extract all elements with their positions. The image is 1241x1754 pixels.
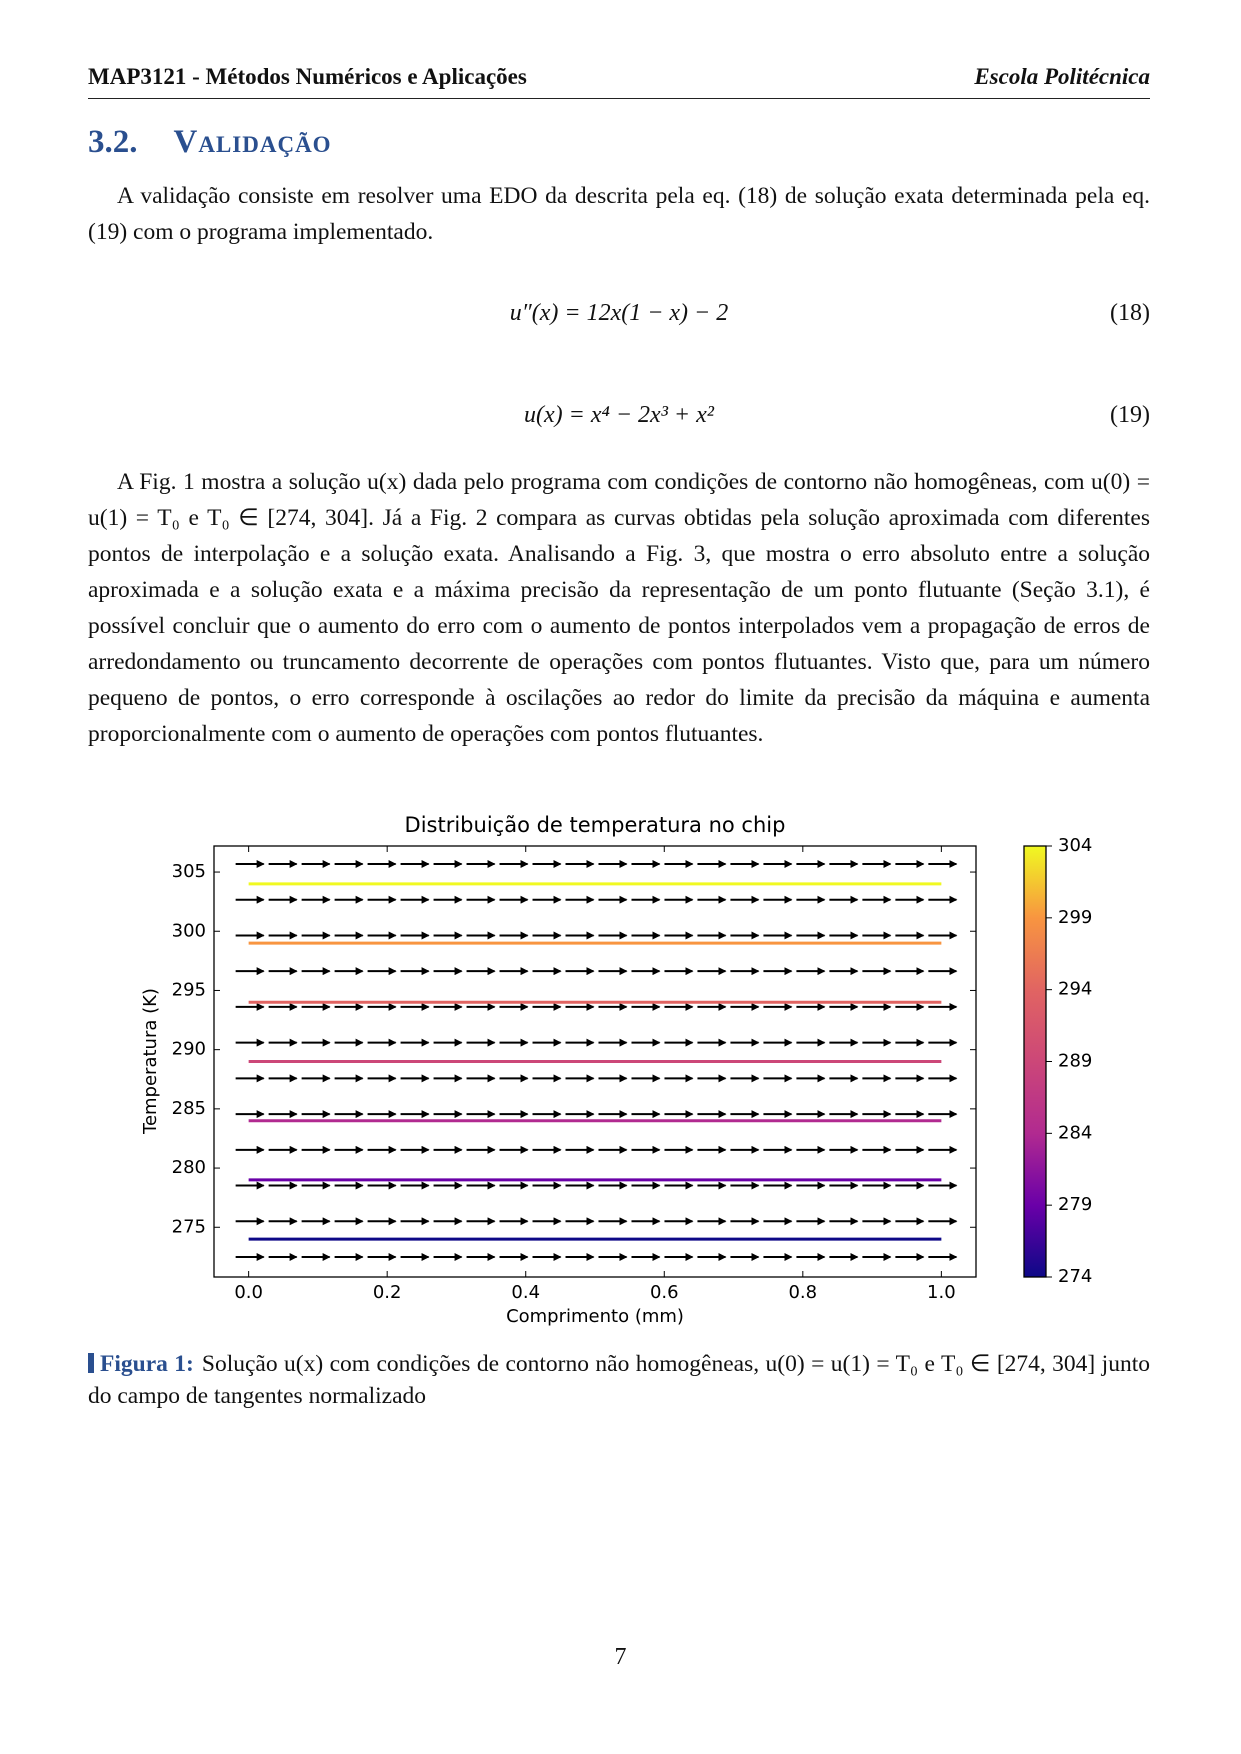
- equation-number: (18): [1110, 300, 1150, 326]
- section-number: 3.2.: [88, 124, 138, 160]
- page-number: 7: [614, 1644, 627, 1670]
- chart-title: Distribuição de temperatura no chip: [405, 813, 786, 837]
- header-left: MAP3121 - Métodos Numéricos e Aplicações: [88, 64, 527, 89]
- x-tick-label: 0.4: [511, 1282, 540, 1303]
- figure-caption: Figura 1: Solução u(x) com condições de c…: [88, 1348, 1150, 1412]
- y-tick-label: 275: [172, 1216, 206, 1237]
- colorbar-tick-label: 284: [1058, 1122, 1092, 1143]
- x-tick-label: 0.0: [234, 1282, 263, 1303]
- colorbar-tick-label: 304: [1058, 835, 1092, 856]
- y-tick-label: 280: [172, 1157, 206, 1178]
- colorbar-tick-label: 289: [1058, 1051, 1092, 1072]
- equation-formula: u″(x) = 12x(1 − x) − 2: [509, 300, 729, 326]
- x-tick-label: 1.0: [927, 1282, 956, 1303]
- section-title: Validação: [173, 124, 332, 160]
- paragraph: A Fig. 1 mostra a solução u(x) dada pelo…: [88, 469, 1150, 747]
- y-tick-label: 305: [172, 861, 206, 882]
- x-axis-label: Comprimento (mm): [506, 1306, 684, 1327]
- y-axis-label: Temperatura (K): [140, 988, 161, 1135]
- section-heading: 3.2. Validação: [88, 124, 332, 161]
- colorbar-tick-label: 274: [1058, 1266, 1092, 1287]
- paragraph: A validação consiste em resolver uma EDO…: [88, 183, 1150, 245]
- y-tick-label: 300: [172, 920, 206, 941]
- x-tick-label: 0.8: [788, 1282, 817, 1303]
- y-tick-label: 295: [172, 979, 206, 1000]
- y-tick-label: 285: [172, 1098, 206, 1119]
- equation-number: (19): [1110, 402, 1150, 428]
- chart: Distribuição de temperatura no chip Comp…: [140, 813, 1092, 1327]
- colorbar: [1023, 845, 1047, 1278]
- header-rule: [88, 98, 1150, 99]
- plot-frame: [213, 845, 977, 1278]
- colorbar-tick-label: 279: [1058, 1194, 1092, 1215]
- caption-text: Solução u(x) com condições de contorno n…: [88, 1351, 1150, 1409]
- x-tick-label: 0.2: [373, 1282, 402, 1303]
- y-tick-label: 290: [172, 1039, 206, 1060]
- colorbar-tick-label: 299: [1058, 907, 1092, 928]
- x-tick-label: 0.6: [650, 1282, 679, 1303]
- equation-formula: u(x) = x⁴ − 2x³ + x²: [524, 402, 714, 428]
- caption-label: Figura 1:: [100, 1351, 194, 1377]
- caption-marker: [88, 1353, 94, 1373]
- colorbar-tick-label: 294: [1058, 979, 1092, 1000]
- header-right: Escola Politécnica: [974, 64, 1150, 89]
